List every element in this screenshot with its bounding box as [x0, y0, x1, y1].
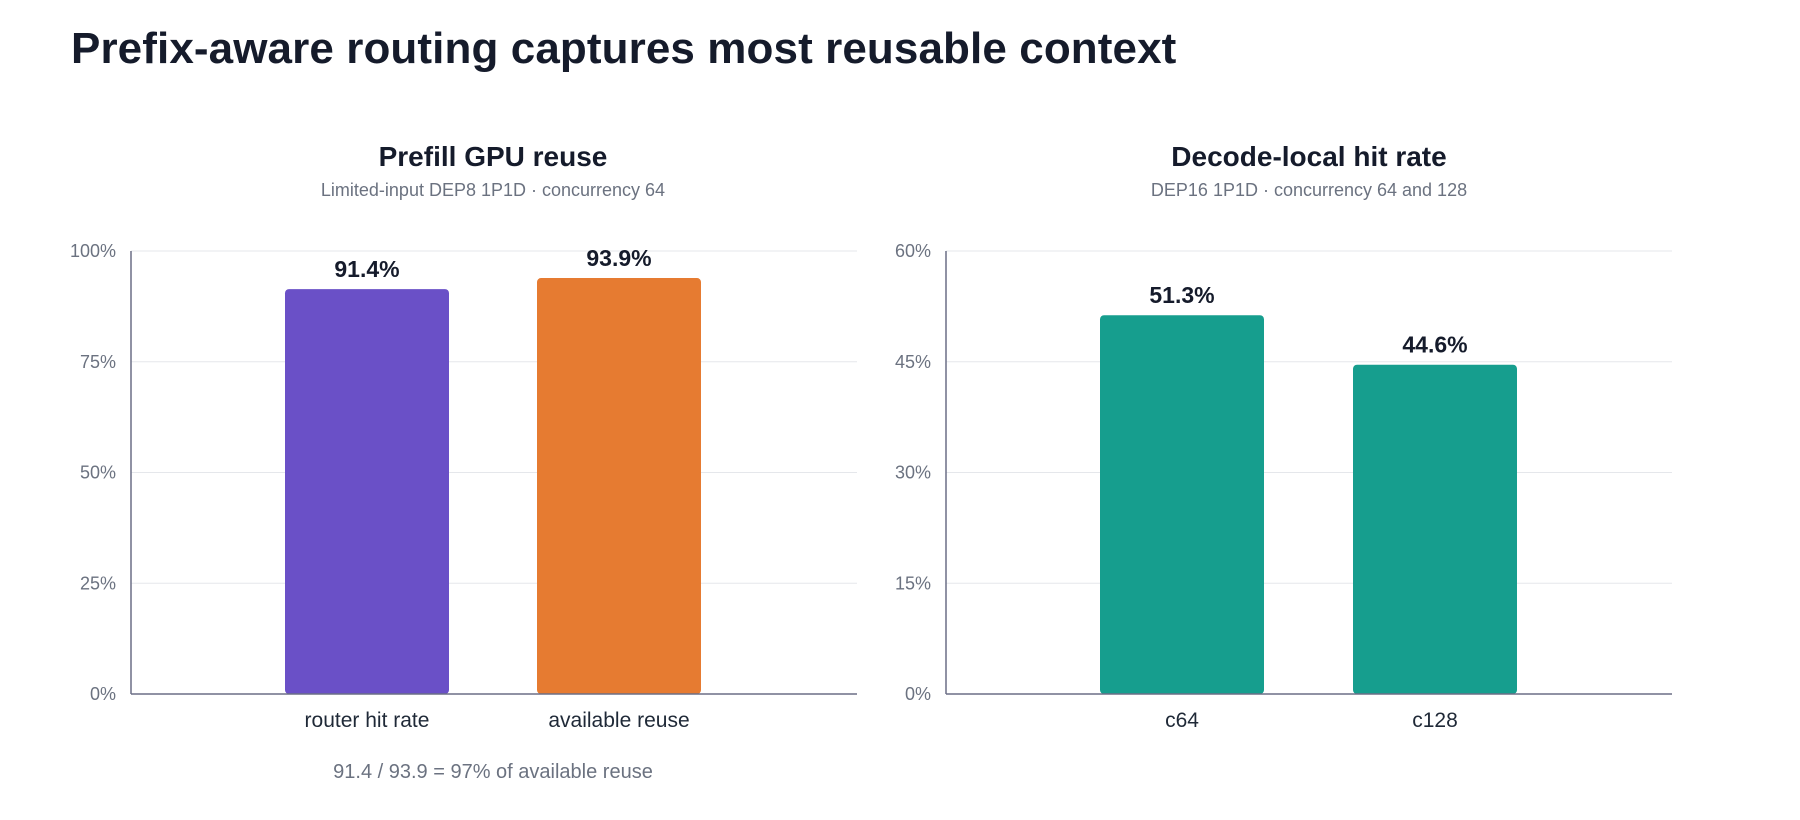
chart-2-ytick-label: 60% — [895, 241, 931, 261]
chart-1-bar-1 — [285, 289, 449, 694]
chart-2-category-label: c64 — [1165, 709, 1199, 732]
chart-1-title: Prefill GPU reuse — [379, 141, 608, 172]
chart-1-ytick-label: 25% — [80, 573, 116, 593]
chart-1-category-label: router hit rate — [305, 709, 430, 732]
chart-2-ytick-label: 45% — [895, 352, 931, 372]
chart-1-ytick-label: 50% — [80, 463, 116, 483]
chart-2-data-label: 44.6% — [1402, 332, 1467, 358]
chart-1-data-label: 93.9% — [586, 245, 651, 271]
chart-2-title: Decode-local hit rate — [1171, 141, 1446, 172]
chart-1-category-label: available reuse — [548, 709, 689, 732]
chart-1-ytick-label: 75% — [80, 352, 116, 372]
chart-1-bar-2 — [537, 278, 701, 694]
chart-1-footnote: 91.4 / 93.9 = 97% of available reuse — [333, 761, 653, 783]
chart-2-bar-1 — [1100, 315, 1264, 694]
chart-2-subtitle: DEP16 1P1D · concurrency 64 and 128 — [1151, 180, 1467, 200]
chart-2-ytick-label: 0% — [905, 684, 931, 704]
chart-1-subtitle: Limited-input DEP8 1P1D · concurrency 64 — [321, 180, 665, 200]
chart-2-ytick-label: 15% — [895, 573, 931, 593]
chart-2-ytick-label: 30% — [895, 463, 931, 483]
chart-2-bar-2 — [1353, 364, 1517, 694]
chart-2-category-label: c128 — [1412, 709, 1458, 732]
chart-2-data-label: 51.3% — [1149, 282, 1214, 308]
chart-1-data-label: 91.4% — [334, 256, 399, 282]
chart-1-ytick-label: 100% — [70, 241, 116, 261]
page-title: Prefix-aware routing captures most reusa… — [71, 24, 1177, 73]
chart-1-ytick-label: 0% — [90, 684, 116, 704]
